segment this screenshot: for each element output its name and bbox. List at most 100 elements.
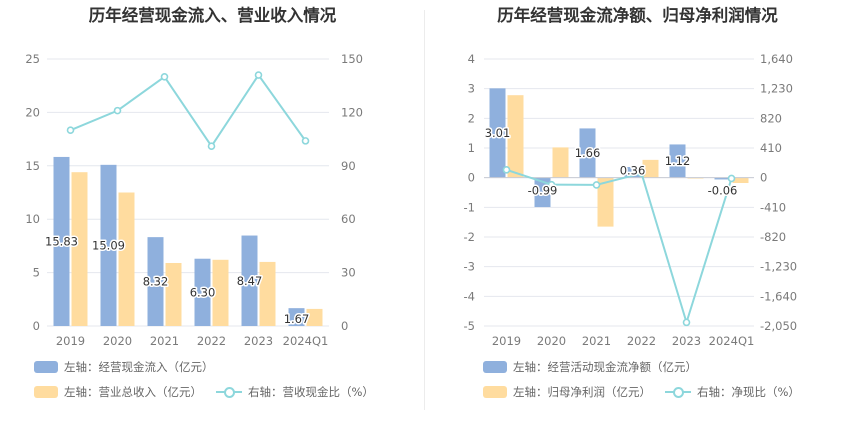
y-axis-right-tick-label: 410 <box>760 141 782 155</box>
y-axis-left-tick-label: 4 <box>468 52 475 66</box>
legend-item-bar-b[interactable]: 左轴：归母净利润（亿元） <box>483 384 651 400</box>
bar-series-b <box>732 177 749 184</box>
legend-item-bar-b[interactable]: 左轴：营业总收入（亿元） <box>34 384 202 400</box>
line-series <box>506 168 733 326</box>
legend-swatch-blue <box>34 361 58 373</box>
y-axis-right-tick-label: 1,230 <box>760 82 793 96</box>
bar-series-b <box>552 147 569 178</box>
y-axis-right-tick-label: 30 <box>341 266 356 280</box>
bar-series-b <box>507 95 524 178</box>
line-point <box>682 318 691 327</box>
chart-plot-area: -5 -4 -3 -2 -1 0 1 2 3 4 -2,050 -1,640 -1,230 -820 -41… <box>464 52 798 348</box>
y-axis-left-tick-label: 20 <box>25 105 40 119</box>
y-axis-left-tick-label: 2 <box>468 111 475 125</box>
y-axis-right-tick-label: 820 <box>760 111 782 125</box>
bar-series-a <box>534 177 551 208</box>
y-axis-right-tick-label: 120 <box>341 105 363 119</box>
y-axis-left-tick-label: 10 <box>25 212 40 226</box>
bar-series-a <box>579 128 596 178</box>
legend-swatch-orange <box>483 386 507 398</box>
chart-title: 历年经营现金流净额、归母净利润情况 <box>497 6 778 25</box>
y-axis-left-tick-label: -2 <box>464 230 475 244</box>
legend-row-2: 左轴：归母净利润（亿元） 右轴：净现比（%） <box>483 384 800 400</box>
legend-row-1: 左轴：经营现金流入（亿元） <box>34 359 214 375</box>
x-axis-tick-label: 2022 <box>197 334 226 348</box>
chart-title: 历年经营现金流入、营业收入情况 <box>88 6 337 25</box>
bar-data-label: 6.30 <box>190 285 216 299</box>
y-axis-right-tick-label: 0 <box>341 319 348 333</box>
y-axis-right-tick-label: 60 <box>341 212 356 226</box>
panel-divider <box>424 10 425 410</box>
bar-series-a <box>194 258 211 326</box>
line-point <box>502 166 511 174</box>
bar-data-label: 1.12 <box>665 154 691 168</box>
legend-swatch-orange <box>34 386 58 398</box>
bar-data-label: 8.47 <box>237 274 263 288</box>
x-axis-tick-label: 2019 <box>492 334 521 348</box>
legend-item-bar-a[interactable]: 左轴：经营现金流入（亿元） <box>34 359 214 375</box>
bar-data-label: 1.66 <box>575 146 601 160</box>
legend-line-marker-icon <box>665 386 691 398</box>
x-axis-tick-label: 2022 <box>627 334 656 348</box>
legend-item-line[interactable]: 右轴：营收现金比（%） <box>216 384 374 400</box>
x-axis-tick-label: 2024Q1 <box>709 334 755 348</box>
line-point <box>66 126 75 134</box>
line-point <box>547 180 556 189</box>
bar-series-b <box>118 192 135 326</box>
y-axis-right-tick-label: -2,050 <box>760 319 797 333</box>
line-point <box>727 174 736 183</box>
x-axis-tick-label: 2021 <box>582 334 611 348</box>
line-point <box>254 71 263 79</box>
line-point <box>207 142 216 151</box>
legend-label: 左轴：经营现金流入（亿元） <box>64 360 214 374</box>
legend-item-bar-a[interactable]: 左轴：经营活动现金流净额（亿元） <box>483 359 697 375</box>
legend-label: 左轴：营业总收入（亿元） <box>64 385 202 399</box>
bar-series-b <box>212 259 229 326</box>
y-axis-right-tick-label: 1,640 <box>760 52 793 66</box>
line-point <box>301 137 310 145</box>
x-axis-tick-label: 2019 <box>56 334 85 348</box>
y-axis-right-tick-label: 0 <box>760 171 767 185</box>
bar-series-a <box>489 88 506 178</box>
y-axis-right-tick-label: -410 <box>760 200 786 214</box>
x-axis-tick-label: 2020 <box>537 334 566 348</box>
y-axis-left-tick-label: 1 <box>468 141 475 155</box>
bar-data-label: 3.01 <box>485 126 511 140</box>
y-axis-left-tick-label: 5 <box>33 266 40 280</box>
cash-inflow-revenue-chart: 历年经营现金流入、营业收入情况 0 5 10 15 20 25 0 30 60 90 120 150 2… <box>25 6 374 400</box>
bar-data-label: -0.99 <box>528 184 558 198</box>
bar-series-a <box>624 166 641 178</box>
bar-series-b <box>71 172 88 326</box>
x-axis-tick-label: 2023 <box>244 334 273 348</box>
line-point <box>160 73 169 81</box>
bar-series-b <box>306 308 323 326</box>
legend-label: 左轴：经营活动现金流净额（亿元） <box>513 360 697 374</box>
bar-series-b <box>597 177 614 227</box>
y-axis-left-tick-label: -5 <box>464 319 475 333</box>
y-axis-left-tick-label: -1 <box>464 200 475 214</box>
legend-label: 右轴：营收现金比（%） <box>248 385 374 399</box>
x-axis-tick-label: 2021 <box>150 334 179 348</box>
y-axis-right-tick-label: -820 <box>760 230 786 244</box>
y-axis-left-tick-label: 15 <box>25 159 40 173</box>
bar-series-b <box>165 262 182 326</box>
bar-series-a <box>241 235 258 326</box>
y-axis-left-tick-label: 3 <box>468 82 475 96</box>
bar-series-a <box>288 308 305 326</box>
bar-series-a <box>53 156 70 326</box>
y-axis-right-tick-label: 90 <box>341 159 356 173</box>
bar-data-label: 8.32 <box>143 275 169 289</box>
bar-series-a <box>100 164 117 326</box>
line-point <box>113 106 122 115</box>
legend-item-line[interactable]: 右轴：净现比（%） <box>665 384 800 400</box>
bar-series-b <box>259 261 276 326</box>
y-axis-right-tick-label: -1,640 <box>760 289 797 303</box>
bar-data-label: 1.67 <box>284 312 310 326</box>
y-axis-left-tick-label: 0 <box>468 171 475 185</box>
bar-series-a <box>669 144 686 178</box>
bar-data-label: -0.06 <box>708 184 738 198</box>
y-axis-left-tick-label: 0 <box>33 319 40 333</box>
legend-row-1: 左轴：经营活动现金流净额（亿元） <box>483 359 697 375</box>
x-axis-tick-label: 2020 <box>103 334 132 348</box>
y-axis-right-tick-label: 150 <box>341 52 363 66</box>
